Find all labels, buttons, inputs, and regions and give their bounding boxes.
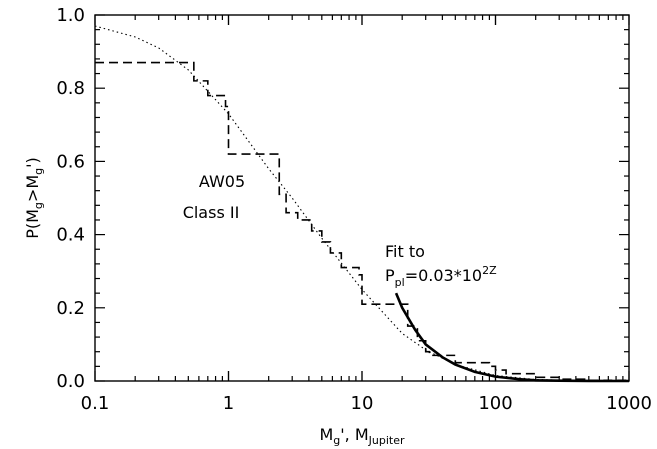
plot-frame <box>94 14 630 382</box>
y-axis-label: P(Mg>Mg') <box>23 157 45 239</box>
y-tick-label: 0.8 <box>56 78 85 99</box>
annotation-fit-to: Fit to <box>385 242 425 261</box>
annotation-fit-formula: Ppl=0.03*102Z <box>385 264 497 289</box>
series-1-line <box>94 25 630 382</box>
series-0-line <box>95 61 630 382</box>
annotation-aw05: AW05 <box>199 172 245 191</box>
y-axis-ticks: 0.0 0.2 0.4 0.6 0.8 1.0 <box>56 5 629 392</box>
series-group <box>94 25 630 383</box>
x-tick-label: 0.1 <box>81 393 110 414</box>
x-tick-label: 1000 <box>606 393 652 414</box>
x-tick-label: 100 <box>478 393 512 414</box>
series-2-line <box>394 292 630 383</box>
x-tick-label: 10 <box>351 393 374 414</box>
x-axis-ticks: 0.1 1 10 100 1000 <box>81 15 652 414</box>
annotation-class-ii: Class II <box>183 203 240 222</box>
y-tick-label: 0.0 <box>56 371 85 392</box>
y-tick-label: 0.2 <box>56 298 85 319</box>
x-axis-label: Mg', MJupiter <box>319 425 405 447</box>
x-tick-label: 1 <box>223 393 234 414</box>
y-tick-label: 1.0 <box>56 5 85 26</box>
y-tick-label: 0.6 <box>56 151 85 172</box>
y-tick-label: 0.4 <box>56 225 85 246</box>
